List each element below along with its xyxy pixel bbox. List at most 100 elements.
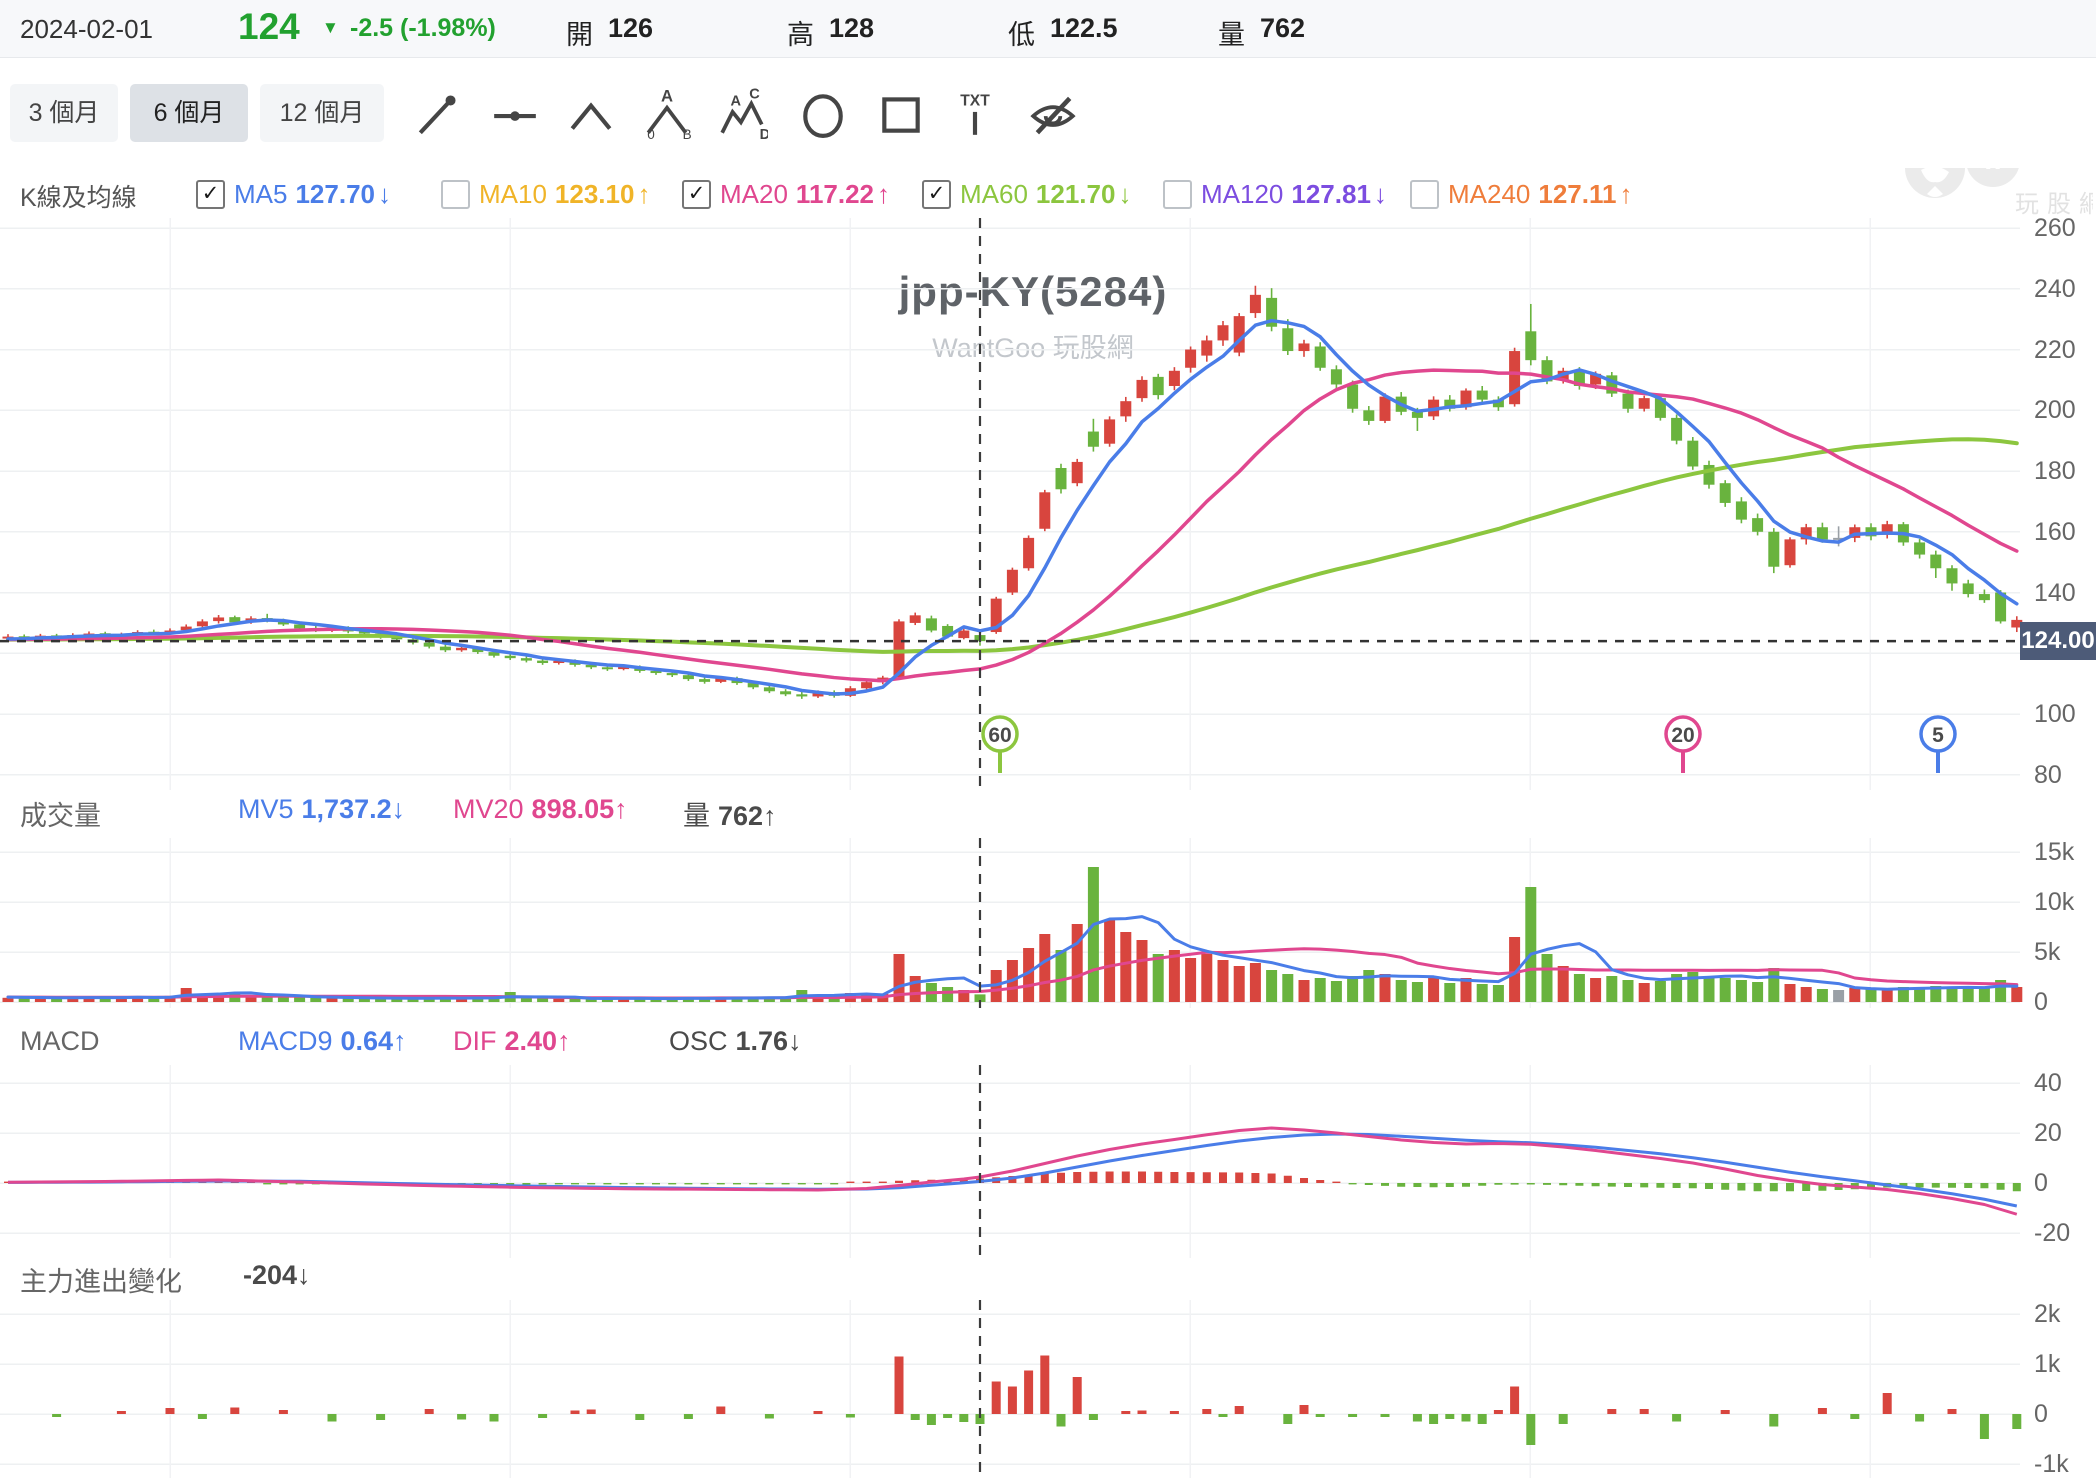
ellipse-icon[interactable] bbox=[798, 88, 848, 140]
angle-icon[interactable] bbox=[566, 88, 616, 140]
quote-date: 2024-02-01 bbox=[20, 14, 153, 44]
ma-label: MA120 bbox=[1201, 178, 1284, 209]
chart-toolbar: 3 個月 6 個月 12 個月 A 0 B A C D TXT bbox=[0, 58, 2096, 168]
axis-tick: 1k bbox=[2034, 1350, 2061, 1378]
ma-label: MA60 bbox=[960, 178, 1028, 209]
open-label: 開 bbox=[566, 20, 593, 50]
checkbox-unchecked-icon[interactable]: ✓ bbox=[1410, 179, 1439, 209]
ma-direction-arrow: ↑ bbox=[1619, 178, 1633, 209]
period-button-3m[interactable]: 3 個月 bbox=[10, 84, 118, 142]
ma-label: MA5 bbox=[234, 178, 288, 209]
macd-section-row: MACD MACD9 0.64↑ DIF 2.40↑ OSC 1.76↓ bbox=[0, 1026, 2096, 1066]
ma-toggle-ma5[interactable]: ✓ MA5 127.70 ↓ bbox=[196, 174, 391, 214]
axis-tick: 200 bbox=[2034, 396, 2076, 425]
volume-label: 量 bbox=[1218, 20, 1245, 50]
axis-tick: -1k bbox=[2034, 1450, 2069, 1478]
axis-tick: 10k bbox=[2034, 888, 2075, 916]
ma-toggle-ma60[interactable]: ✓ MA60 121.70 ↓ bbox=[922, 174, 1131, 214]
elliott-wave-icon[interactable]: AC D bbox=[718, 86, 770, 143]
ma-direction-arrow: ↓ bbox=[378, 178, 391, 209]
main-force-value: -204↓ bbox=[243, 1260, 311, 1290]
axis-tick: -20 bbox=[2034, 1219, 2071, 1247]
ma-direction-arrow: ↓ bbox=[1118, 178, 1132, 209]
svg-text:0: 0 bbox=[647, 127, 655, 140]
high-label: 高 bbox=[787, 20, 814, 50]
axis-tick: 140 bbox=[2034, 578, 2076, 607]
mv5-legend: MV5 1,737.2↓ bbox=[238, 794, 406, 824]
axis-tick: 40 bbox=[2034, 1069, 2062, 1097]
ma-direction-arrow: ↑ bbox=[877, 178, 891, 209]
symbol-title: jpp-KY(5284) bbox=[898, 268, 1168, 315]
svg-text:5: 5 bbox=[1932, 724, 1944, 747]
ma-label: MA10 bbox=[479, 178, 547, 209]
horizontal-line-icon[interactable] bbox=[490, 88, 540, 140]
svg-text:D: D bbox=[760, 127, 768, 140]
ma-value: 117.22 bbox=[795, 178, 875, 209]
volume-section-title: 成交量 bbox=[20, 801, 101, 831]
volume-legend: 量 762↑ bbox=[683, 801, 777, 831]
axis-tick: 160 bbox=[2034, 517, 2076, 546]
ma-value: 127.11 bbox=[1538, 178, 1617, 209]
svg-text:A: A bbox=[661, 88, 673, 106]
high-value: 128 bbox=[829, 13, 875, 43]
low-value: 122.5 bbox=[1050, 13, 1118, 43]
ma-label: MA240 bbox=[1448, 178, 1531, 209]
ma-label: MA20 bbox=[720, 178, 788, 209]
period-button-6m[interactable]: 6 個月 bbox=[130, 84, 248, 142]
main-force-section-row: 主力進出變化 -204↓ bbox=[0, 1260, 2096, 1300]
macd-section-title: MACD bbox=[20, 1026, 100, 1056]
watermark-text: WantGoo 玩股網 bbox=[932, 333, 1134, 363]
svg-text:C: C bbox=[749, 88, 760, 102]
chart-title-block: jpp-KY(5284) WantGoo 玩股網 bbox=[899, 268, 1168, 365]
low-label: 低 bbox=[1008, 20, 1035, 50]
macd9-legend: MACD9 0.64↑ bbox=[238, 1026, 407, 1056]
checkbox-unchecked-icon[interactable]: ✓ bbox=[1163, 179, 1192, 209]
axis-tick: 260 bbox=[2034, 214, 2076, 243]
price-down-triangle-icon: ▼ bbox=[322, 18, 339, 37]
trend-line-icon[interactable] bbox=[412, 88, 462, 140]
axis-tick: 15k bbox=[2034, 838, 2075, 866]
volume-section-row: 成交量 MV5 1,737.2↓ MV20 898.05↑ 量 762↑ bbox=[0, 794, 2096, 834]
svg-text:TXT: TXT bbox=[960, 93, 990, 110]
axis-tick: 0 bbox=[2034, 988, 2048, 1016]
open-value: 126 bbox=[608, 13, 654, 43]
svg-text:20: 20 bbox=[1671, 724, 1694, 747]
checkbox-checked-icon[interactable]: ✓ bbox=[922, 179, 951, 209]
ma-value: 127.81 bbox=[1291, 178, 1371, 209]
abc-pattern-icon[interactable]: A 0 B bbox=[642, 87, 692, 142]
axis-tick: 2k bbox=[2034, 1300, 2061, 1328]
ma-direction-arrow: ↑ bbox=[637, 178, 651, 209]
text-note-icon[interactable]: TXT bbox=[950, 88, 1000, 140]
ma-legend-row: K線及均線 ✓MA5127.70↓✓MA10123.10↑✓MA20117.22… bbox=[0, 170, 2096, 218]
mv20-legend: MV20 898.05↑ bbox=[453, 794, 628, 824]
ma-value: 127.70 bbox=[295, 178, 375, 209]
ma-toggle-ma20[interactable]: ✓ MA20 117.22 ↑ bbox=[682, 174, 890, 214]
svg-text:60: 60 bbox=[988, 724, 1011, 747]
svg-text:B: B bbox=[683, 127, 692, 140]
axis-tick: 80 bbox=[2034, 760, 2062, 789]
hide-drawings-icon[interactable] bbox=[1028, 88, 1078, 140]
logo-text: 玩股網 bbox=[2015, 191, 2093, 218]
crosshair-price-badge: 124.00 bbox=[2020, 622, 2096, 660]
dif-legend: DIF 2.40↑ bbox=[453, 1026, 571, 1056]
checkbox-unchecked-icon[interactable]: ✓ bbox=[441, 179, 470, 209]
period-button-12m[interactable]: 12 個月 bbox=[260, 84, 384, 142]
rectangle-icon[interactable] bbox=[876, 88, 926, 140]
osc-legend: OSC 1.76↓ bbox=[669, 1026, 802, 1056]
checkbox-checked-icon[interactable]: ✓ bbox=[682, 179, 711, 209]
axis-tick: 5k bbox=[2034, 938, 2061, 966]
last-price: 124 bbox=[238, 6, 300, 47]
axis-tick: 180 bbox=[2034, 457, 2076, 486]
checkbox-checked-icon[interactable]: ✓ bbox=[196, 179, 225, 209]
volume-value: 762 bbox=[1260, 13, 1306, 43]
axis-tick: 20 bbox=[2034, 1119, 2062, 1147]
axis-tick: 220 bbox=[2034, 335, 2076, 364]
axis-tick: 0 bbox=[2034, 1400, 2048, 1428]
ma-value: 121.70 bbox=[1035, 178, 1116, 209]
quote-header: 2024-02-01 124 ▼ -2.5 (-1.98%) 開 126 高 1… bbox=[0, 0, 2096, 58]
